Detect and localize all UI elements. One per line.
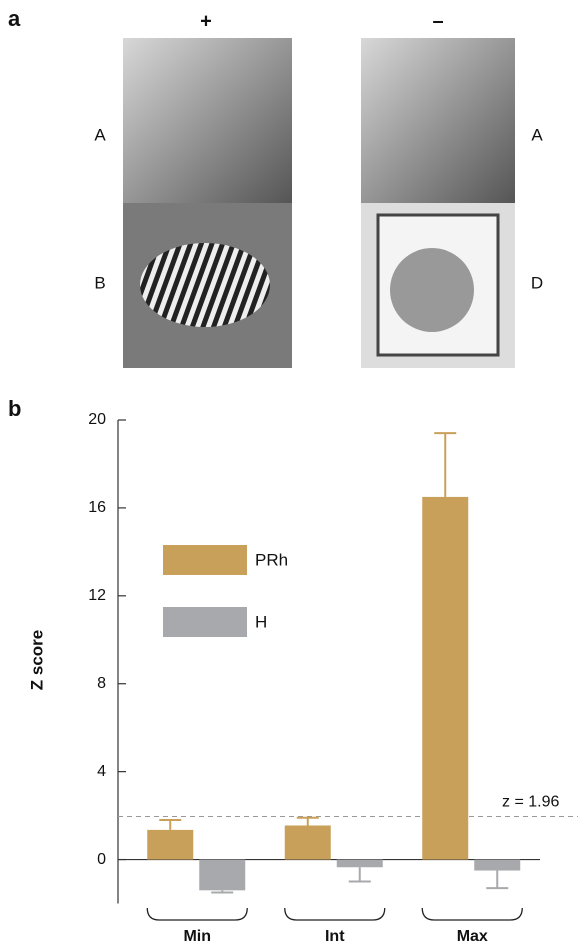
legend-label: H bbox=[255, 612, 267, 631]
legend-swatch bbox=[163, 607, 247, 637]
bar bbox=[147, 829, 194, 860]
bar bbox=[422, 496, 469, 860]
y-tick-label: 20 bbox=[88, 411, 106, 428]
bar bbox=[336, 859, 383, 868]
column-label: + bbox=[200, 10, 212, 32]
x-tick-label: Int bbox=[325, 928, 345, 945]
photo bbox=[361, 38, 515, 203]
bar bbox=[474, 859, 521, 871]
y-axis-label: Z score bbox=[27, 630, 46, 690]
row-label: D bbox=[531, 273, 543, 292]
y-tick-label: 16 bbox=[88, 499, 106, 516]
legend-swatch bbox=[163, 545, 247, 575]
category-brace bbox=[146, 907, 248, 921]
photo-subject bbox=[140, 243, 270, 327]
bar bbox=[199, 859, 246, 891]
y-tick-label: 12 bbox=[88, 587, 106, 604]
bar bbox=[284, 825, 331, 860]
photo-subject bbox=[390, 248, 474, 332]
photo bbox=[123, 38, 292, 203]
row-label: A bbox=[94, 125, 106, 144]
category-brace bbox=[284, 907, 386, 921]
legend-label: PRh bbox=[255, 550, 288, 569]
panel-label: a bbox=[8, 6, 21, 31]
row-label: B bbox=[94, 273, 105, 292]
x-tick-label: Max bbox=[457, 928, 488, 945]
threshold-label: z = 1.96 bbox=[502, 794, 559, 811]
y-tick-label: 8 bbox=[97, 675, 106, 692]
category-brace bbox=[421, 907, 523, 921]
panel-label: b bbox=[8, 396, 21, 421]
column-label: – bbox=[432, 10, 443, 32]
x-tick-label: Min bbox=[183, 928, 211, 945]
y-tick-label: 0 bbox=[97, 851, 106, 868]
row-label: A bbox=[531, 125, 543, 144]
y-tick-label: 4 bbox=[97, 763, 106, 780]
